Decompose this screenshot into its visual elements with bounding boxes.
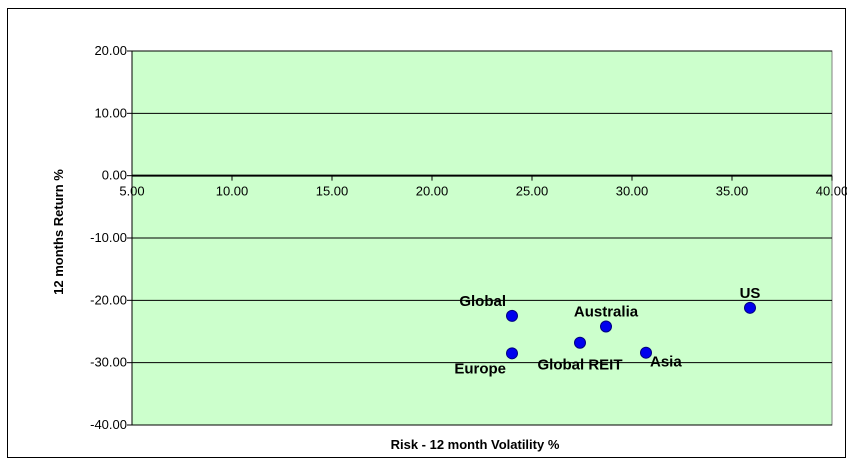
point-0 [506,309,518,322]
point-label-1: Europe [454,360,506,377]
point-4 [640,346,652,359]
point-label-3: Australia [574,304,639,321]
y-tick-label-0: 20.00 [94,43,127,58]
y-tick-label-5: -30.00 [90,355,127,370]
x-tick-label-1: 10.00 [216,184,249,199]
y-axis-title: 12 months Return % [51,169,66,295]
scatter-chart: 20.00 10.00 0.00 -10.00 -20.00 -30.00 -40.00 5.… [51,43,847,452]
x-tick-label-0: 5.00 [119,184,144,199]
x-tick-label-5: 30.00 [616,184,649,199]
point-label-0: Global [459,293,506,310]
y-tick-label-4: -20.00 [90,292,127,307]
point-5 [744,301,756,314]
point-2 [574,336,586,349]
x-tick-label-7: 40.00 [816,184,847,199]
x-tick-label-2: 15.00 [316,184,349,199]
y-tick-label-2: 0.00 [102,168,127,183]
point-label-4: Asia [650,354,682,371]
point-1 [506,347,518,360]
y-tick-label-1: 10.00 [94,105,127,120]
x-tick-label-4: 25.00 [516,184,549,199]
point-3 [600,320,612,333]
x-tick-label-6: 35.00 [716,184,749,199]
point-label-5: US [740,285,761,302]
point-label-2: Global REIT [537,357,622,374]
x-tick-label-3: 20.00 [416,184,449,199]
x-axis-title: Risk - 12 month Volatility % [391,437,560,452]
chart-area: 20.00 10.00 0.00 -10.00 -20.00 -30.00 -40.00 5.… [7,8,847,458]
y-tick-label-6: -40.00 [90,417,127,432]
y-tick-label-3: -10.00 [90,230,127,245]
